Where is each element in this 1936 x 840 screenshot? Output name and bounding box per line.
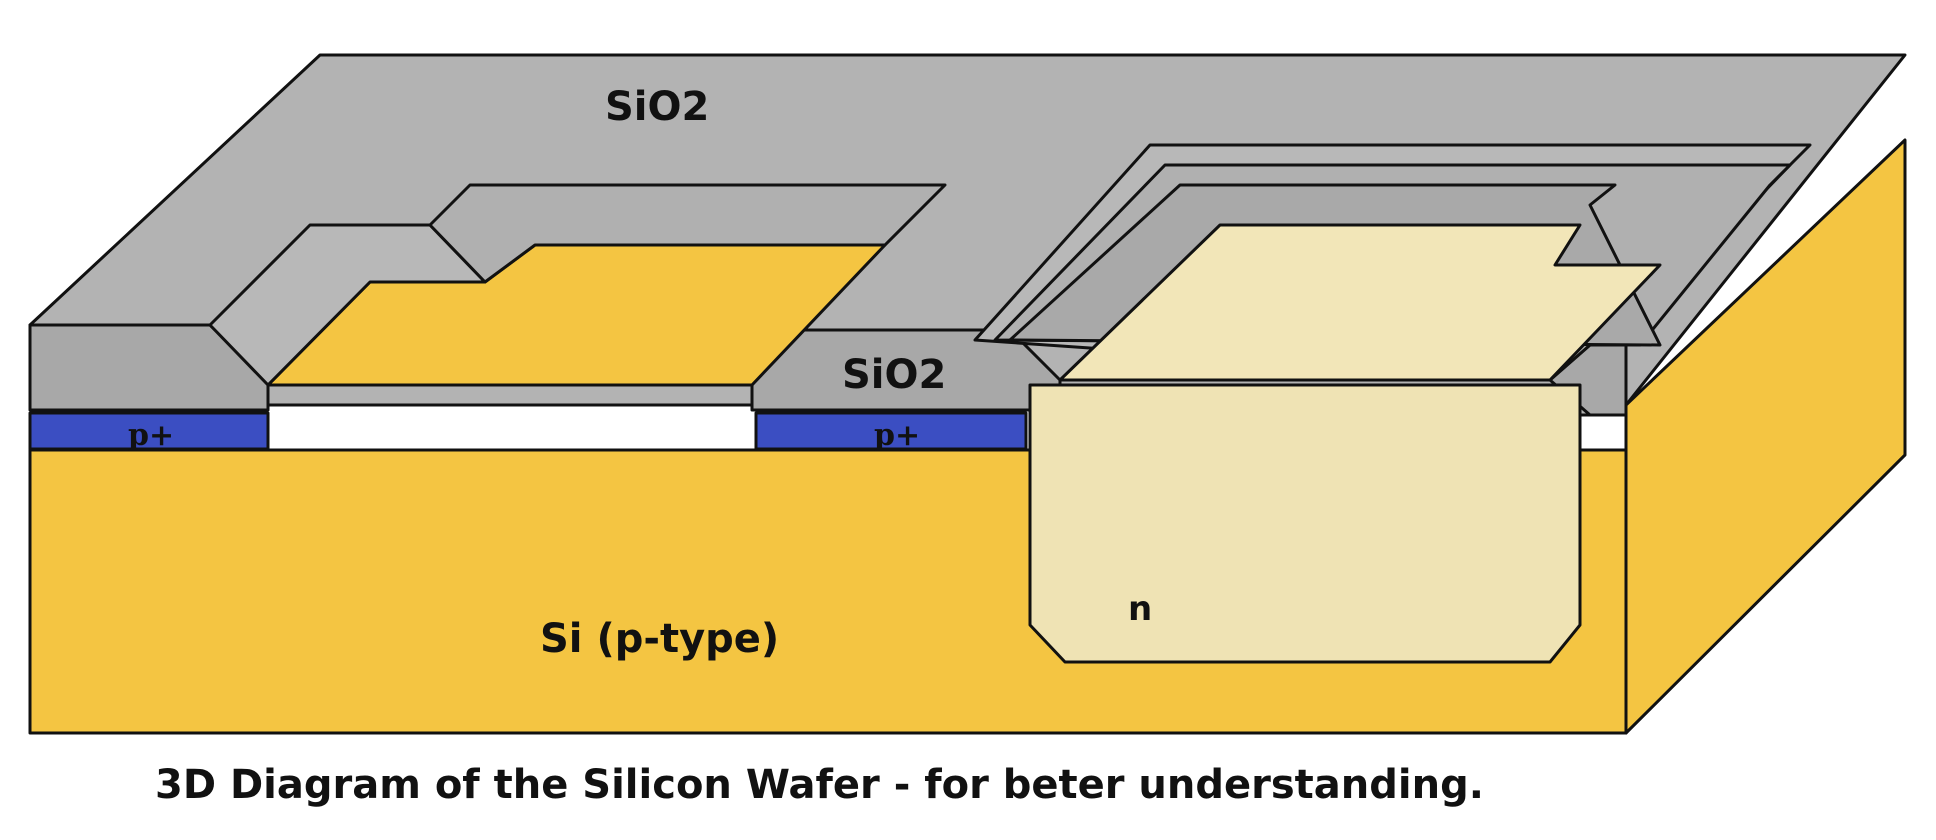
oxide-front-left <box>28 323 270 412</box>
label-p-plus-right: p+ <box>874 418 920 453</box>
label-sio2-top: SiO2 <box>605 84 709 130</box>
label-n-region: n <box>1128 589 1152 629</box>
window-left-wall-b <box>428 183 947 284</box>
n-region-top <box>1058 223 1662 382</box>
label-p-plus-left: p+ <box>128 418 174 453</box>
diagram-caption: 3D Diagram of the Silicon Wafer - for be… <box>155 762 1484 808</box>
n-region-front <box>1028 383 1582 664</box>
p-plus-right-region <box>754 411 1028 451</box>
p-plus-left-region <box>28 411 270 451</box>
label-sio2-middle: SiO2 <box>842 352 946 398</box>
label-substrate: Si (p-type) <box>540 616 779 662</box>
